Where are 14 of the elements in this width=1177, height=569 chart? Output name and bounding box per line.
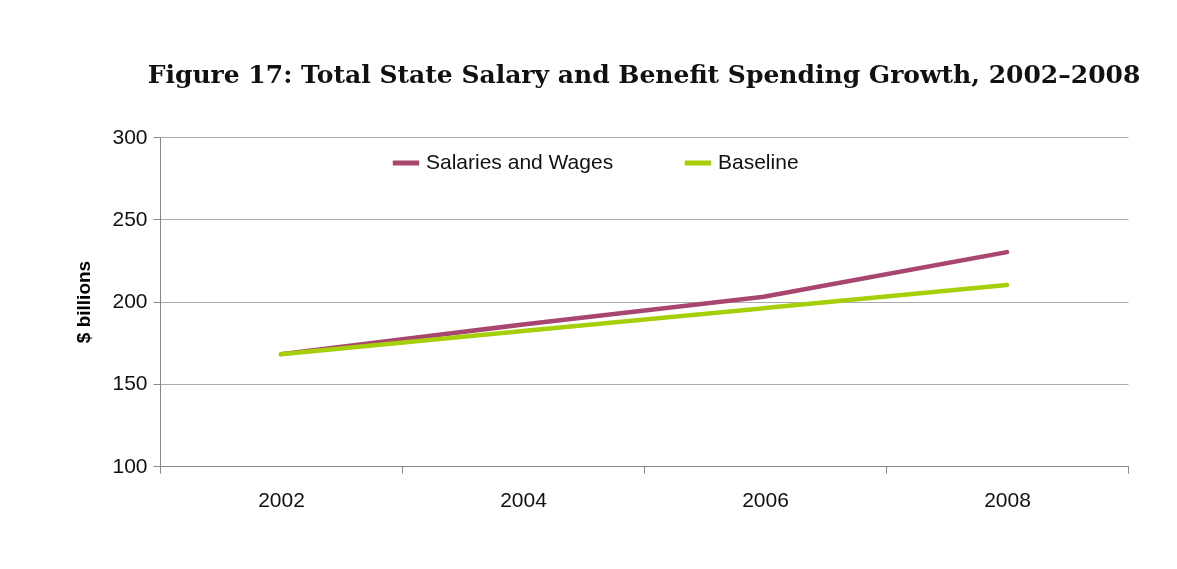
y-tick-label: 150 (112, 371, 148, 395)
legend-label: Baseline (718, 150, 799, 173)
x-tick-label: 2008 (984, 487, 1031, 511)
y-axis-title: $ billions (73, 260, 95, 344)
x-tick-label: 2004 (500, 487, 548, 511)
chart-title: Figure 17: Total State Salary and Benefit Spending Growth, 2002–2008 (147, 60, 1141, 89)
legend-label: Salaries and Wages (426, 150, 614, 173)
line-series (278, 282, 1010, 357)
y-tick-label: 250 (112, 206, 148, 230)
x-tick-label: 2006 (742, 487, 789, 511)
y-tick-label: 300 (112, 124, 148, 148)
y-tick-label: 200 (112, 289, 148, 312)
y-tick-label: 100 (112, 453, 148, 477)
x-tick-label: 2002 (258, 487, 305, 511)
